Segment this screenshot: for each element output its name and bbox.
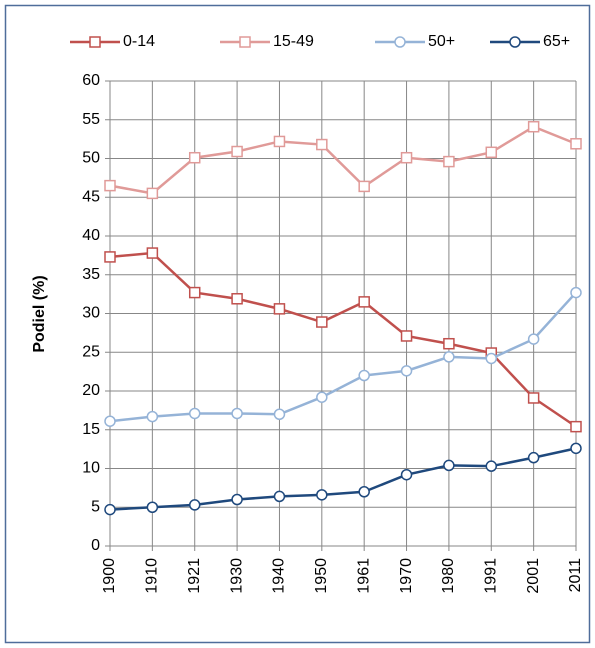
data-point [104,503,116,516]
x-tick-label: 1961 [355,558,372,594]
y-axis-label: Podiel (%) [31,275,48,352]
data-point [485,352,498,365]
y-tick-label: 5 [91,498,100,515]
x-tick-label: 1930 [228,558,245,594]
data-point [273,303,286,315]
x-tick-label: 1921 [186,558,203,594]
y-tick-label: 60 [82,72,100,89]
data-point [527,333,540,345]
x-tick-label: 1970 [398,558,415,594]
data-point [358,486,370,498]
y-tick-label: 45 [82,188,100,205]
data-point [443,351,455,363]
data-point [188,499,201,511]
data-point [570,286,582,299]
data-point [146,410,159,423]
series-line [109,447,577,511]
x-tick-label: 1900 [101,558,118,594]
legend-marker [89,36,101,48]
data-point [400,330,413,342]
data-point [146,247,159,259]
y-tick-label: 0 [91,537,100,554]
data-point [443,337,455,350]
data-point [527,392,540,404]
data-point [231,407,243,420]
legend-marker [509,36,521,48]
chart-frame [4,4,591,644]
data-point [570,138,582,150]
data-point [570,442,582,455]
legend-label: 15-49 [273,33,314,50]
y-tick-label: 25 [82,343,100,360]
data-point [443,459,455,472]
data-point [188,151,201,164]
data-point [273,408,286,420]
y-tick-label: 40 [82,227,100,244]
x-tick-label: 1980 [440,558,457,594]
data-point [231,145,243,158]
y-tick-label: 10 [82,460,100,477]
data-point [231,493,243,506]
data-point [443,155,455,168]
x-tick-label: 1991 [482,558,499,594]
data-point [485,146,498,159]
data-point [316,138,328,151]
y-tick-label: 15 [82,421,100,438]
x-tick-label: 1940 [271,558,288,594]
data-point [104,179,116,192]
data-point [273,490,286,503]
data-point [146,187,159,200]
x-tick-label: 2011 [567,558,584,593]
data-point [527,120,540,133]
data-point [527,451,540,464]
series-line [109,125,577,195]
data-point [358,369,370,382]
y-tick-label: 30 [82,305,100,322]
data-point [188,286,201,299]
y-tick-label: 50 [82,150,100,167]
series-line [109,251,577,428]
legend-label: 0-14 [123,33,155,50]
data-point [316,391,328,403]
data-point [316,316,328,328]
data-point [485,460,498,472]
data-point [188,407,201,420]
legend-marker [394,36,406,48]
data-point [104,251,116,263]
y-tick-label: 55 [82,111,100,128]
x-tick-label: 1910 [144,558,161,594]
data-point [358,180,370,193]
y-tick-label: 35 [82,266,100,283]
data-point [570,420,582,433]
data-point [400,151,413,164]
x-tick-label: 2001 [525,558,542,594]
data-point [146,501,159,513]
data-point [231,293,243,305]
data-point [104,415,116,427]
data-point [358,296,370,308]
x-tick-label: 1950 [313,558,330,594]
legend-label: 65+ [543,33,570,50]
data-point [316,489,328,501]
y-tick-label: 20 [82,382,100,399]
legend-marker [239,36,251,48]
data-point [400,365,413,377]
series-line [109,291,577,423]
data-point [400,468,413,481]
data-point [273,135,286,148]
legend-label: 50+ [428,33,455,50]
